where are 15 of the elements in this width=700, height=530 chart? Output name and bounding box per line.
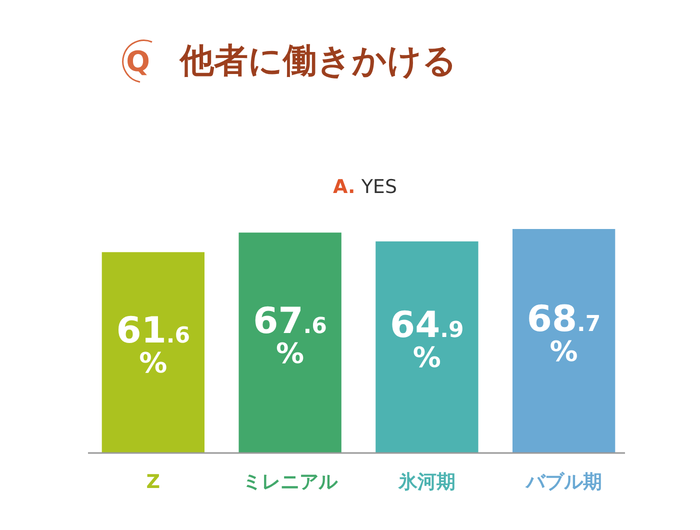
text: Q [126,45,150,78]
x-tick-label: ミレニアル [242,471,339,493]
x-tick-label: Z [146,471,160,493]
bar [512,229,616,453]
x-tick-label: 氷河期 [397,471,456,493]
data-label: 61.6% [116,310,190,380]
data-label: 67.6% [253,300,327,370]
data-label: 64.9% [390,305,464,374]
x-tick-label: バブル期 [524,471,602,493]
chart-subtitle: A. YES [333,176,397,198]
chart-title: 他者に働きかける [179,41,457,81]
bar [238,232,342,453]
data-label: 68.7% [526,299,601,368]
bar [102,252,205,453]
bar [376,241,478,453]
